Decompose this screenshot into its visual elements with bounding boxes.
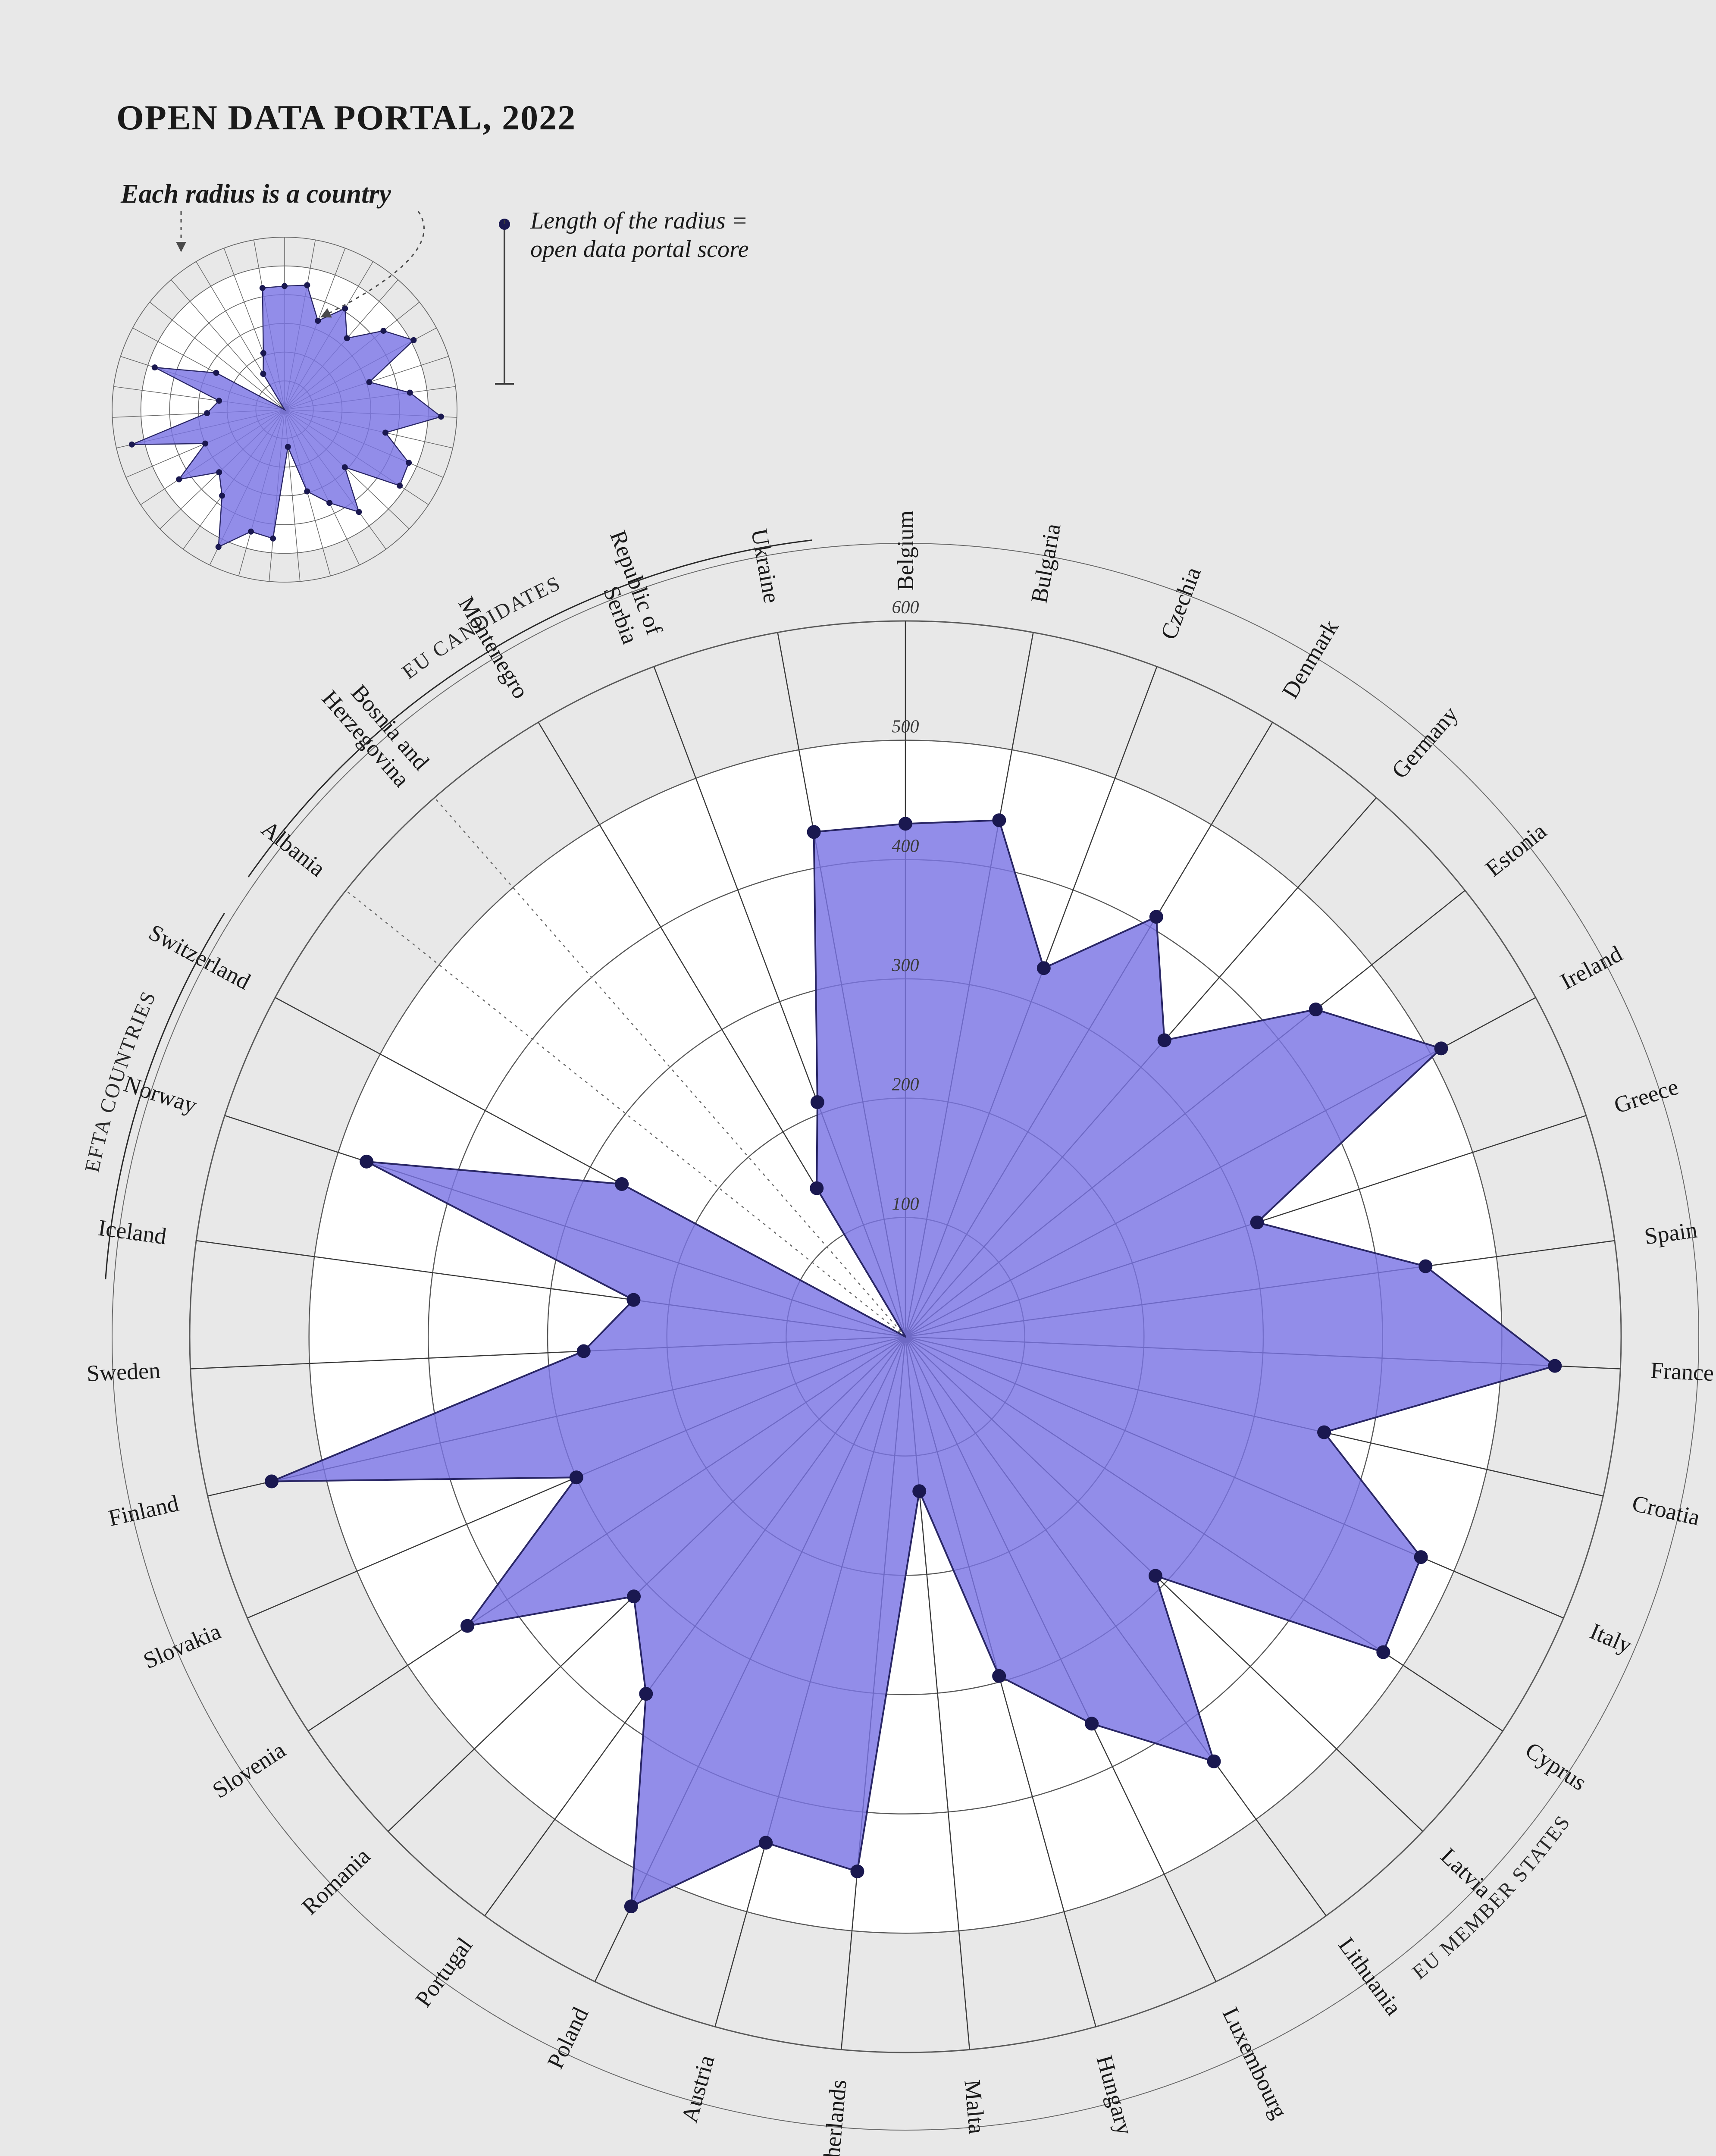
legend-marker — [438, 414, 444, 420]
legend-marker — [380, 328, 386, 334]
legend-marker — [248, 529, 254, 535]
legend-marker — [216, 469, 222, 475]
axis-tick-label: 600 — [892, 598, 919, 617]
legend-marker — [152, 364, 158, 370]
radar-marker — [811, 1095, 824, 1109]
country-label: Malta — [959, 2078, 990, 2135]
country-label-group: Sweden — [86, 1357, 161, 1387]
radar-marker — [1376, 1645, 1390, 1659]
country-label: France — [1650, 1357, 1714, 1386]
legend-marker — [397, 483, 403, 489]
radar-marker — [360, 1155, 373, 1169]
radar-marker — [1434, 1041, 1448, 1055]
radar-marker — [1085, 1717, 1099, 1730]
radar-marker — [850, 1865, 864, 1878]
legend-marker — [344, 335, 350, 341]
legend-marker — [304, 282, 310, 288]
legend-marker — [270, 536, 276, 542]
radar-marker — [1548, 1359, 1562, 1373]
radar-marker — [460, 1619, 474, 1633]
axis-tick-label: 100 — [892, 1194, 919, 1214]
radar-marker — [1158, 1033, 1171, 1047]
legend-marker — [326, 500, 332, 506]
radar-marker — [992, 813, 1006, 827]
legend-marker — [410, 337, 416, 343]
country-label: Sweden — [86, 1357, 161, 1387]
legend-marker — [260, 371, 266, 377]
legend-marker — [216, 544, 222, 550]
axis-tick-label: 500 — [892, 717, 919, 737]
legend-marker — [366, 379, 373, 385]
radar-marker — [912, 1484, 926, 1498]
legend-marker — [202, 441, 208, 447]
axis-tick-label: 300 — [892, 956, 919, 975]
radar-marker — [570, 1470, 583, 1484]
radar-marker — [1149, 910, 1163, 924]
legend-marker — [213, 370, 219, 376]
radar-marker — [807, 825, 821, 839]
radar-marker — [577, 1344, 591, 1358]
legend-marker — [129, 442, 135, 448]
legend-marker — [176, 476, 182, 483]
legend-marker — [260, 350, 266, 356]
legend-marker — [304, 489, 310, 495]
legend-annotation-1: Each radius is a country — [120, 179, 391, 209]
radar-marker — [624, 1899, 638, 1913]
radar-marker — [759, 1836, 773, 1849]
radar-marker — [1414, 1550, 1428, 1564]
country-label-group: Malta — [959, 2078, 990, 2135]
legend-marker — [285, 444, 291, 450]
radar-marker — [626, 1293, 640, 1307]
radar-chart-svg: OPEN DATA PORTAL, 2022 100 200 300 400 500 600… — [0, 0, 1716, 2156]
radar-marker — [1250, 1216, 1264, 1229]
radar-marker — [1207, 1755, 1221, 1768]
legend-marker — [282, 283, 288, 289]
page-title: OPEN DATA PORTAL, 2022 — [116, 98, 576, 137]
radar-marker — [1309, 1003, 1323, 1016]
legend-marker — [204, 410, 210, 416]
legend-marker — [406, 460, 412, 466]
legend-marker — [356, 509, 362, 515]
legend-marker — [219, 493, 225, 499]
legend-marker — [382, 429, 388, 436]
country-label: Belgium — [892, 511, 918, 591]
radar-marker — [627, 1589, 641, 1603]
legend-annotation-2b: open data portal score — [530, 236, 749, 263]
radar-marker — [992, 1669, 1006, 1683]
radar-marker — [265, 1475, 279, 1489]
radar-marker — [899, 817, 912, 830]
legend-annotation-2a: Length of the radius = — [530, 207, 748, 234]
radar-marker — [1149, 1569, 1162, 1583]
legend-marker — [260, 285, 266, 291]
legend-marker — [216, 398, 222, 404]
country-label-group: France — [1650, 1357, 1714, 1386]
legend-marker — [342, 464, 348, 470]
axis-tick-label: 400 — [892, 836, 919, 856]
radar-marker — [1037, 961, 1051, 975]
radar-marker — [1317, 1426, 1331, 1439]
country-label-group: Belgium — [892, 511, 918, 591]
radar-marker — [810, 1181, 824, 1195]
chart-canvas: OPEN DATA PORTAL, 2022 100 200 300 400 500 600… — [0, 0, 1716, 2156]
radar-marker — [639, 1687, 653, 1701]
radar-marker — [1419, 1260, 1432, 1273]
radar-marker — [615, 1177, 629, 1191]
legend-marker — [407, 390, 413, 396]
legend-marker — [315, 318, 321, 324]
axis-tick-label: 200 — [892, 1075, 919, 1095]
